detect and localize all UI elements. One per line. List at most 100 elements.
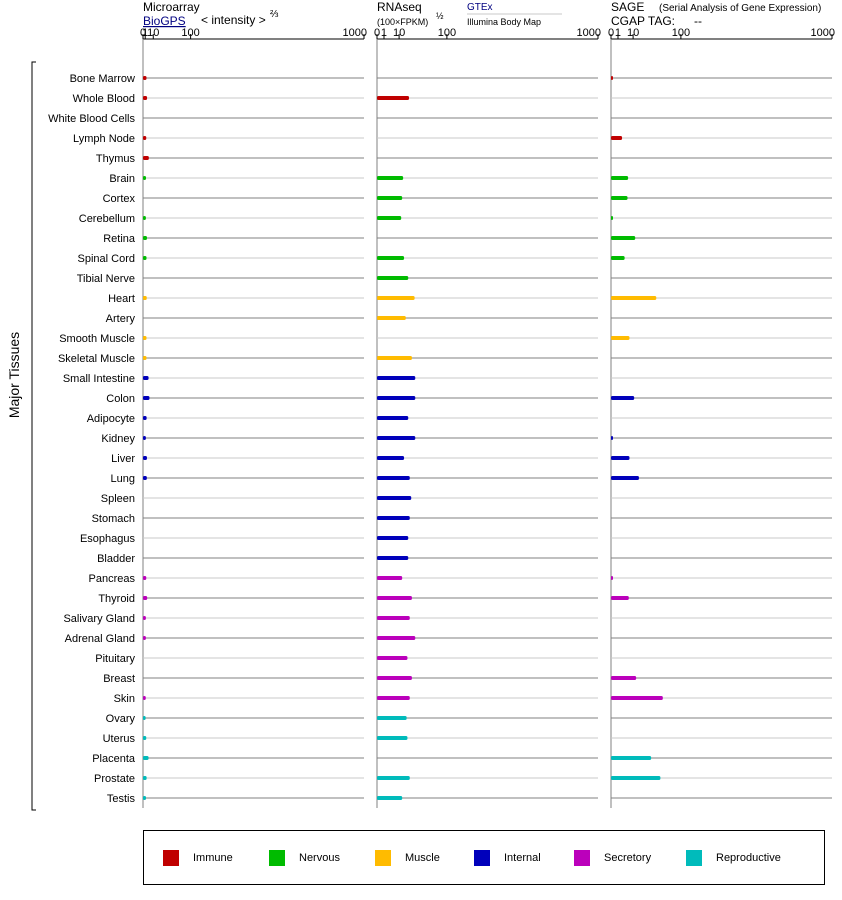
tissue-label-skin: Skin <box>114 693 135 705</box>
tissue-label-pituitary: Pituitary <box>95 653 135 665</box>
tick-label-sage-10: 10 <box>627 27 639 39</box>
legend-swatch-reproductive <box>686 850 702 866</box>
tick-label-rnaseq-10: 10 <box>393 27 405 39</box>
bar-rnaseq-pancreas <box>377 576 403 580</box>
bar-microarray-skin <box>143 696 146 700</box>
bar-rnaseq-testis <box>377 796 403 800</box>
legend-item-nervous: Nervous <box>269 850 340 866</box>
bar-microarray-uterus <box>143 736 147 740</box>
bar-rnaseq-whole-blood <box>377 96 410 100</box>
rnaseq-title: RNAseq <box>377 0 422 14</box>
rnaseq-unit-exponent: ½ <box>436 11 444 21</box>
bar-microarray-prostate <box>143 776 147 780</box>
bar-sage-cerebellum <box>611 216 613 220</box>
microarray-unit-exponent: ⅔ <box>270 9 279 20</box>
tissue-label-kidney: Kidney <box>101 433 135 445</box>
bar-rnaseq-small-intestine <box>377 376 416 380</box>
bar-microarray-small-intestine <box>143 376 149 380</box>
tick-label-microarray-10: 10 <box>147 27 159 39</box>
bar-microarray-salivary-gland <box>143 616 146 620</box>
bar-sage-brain <box>611 176 629 180</box>
bar-sage-smooth-muscle <box>611 336 630 340</box>
tissue-label-thymus: Thymus <box>96 153 136 165</box>
legend-label-reproductive: Reproductive <box>716 852 781 864</box>
sage-title: SAGE <box>611 0 644 14</box>
tick-label-rnaseq-0: 0 <box>374 27 380 39</box>
tissue-label-lymph-node: Lymph Node <box>73 133 135 145</box>
bar-rnaseq-skin <box>377 696 410 700</box>
tissue-label-brain: Brain <box>109 173 135 185</box>
tick-label-rnaseq-1: 1 <box>381 27 387 39</box>
legend-item-reproductive: Reproductive <box>686 850 781 866</box>
bar-sage-kidney <box>611 436 613 440</box>
tissue-label-ovary: Ovary <box>106 713 136 725</box>
bar-rnaseq-pituitary <box>377 656 408 660</box>
bar-microarray-heart <box>143 296 147 300</box>
rnaseq-unit: (100×FPKM) <box>377 17 428 27</box>
biogps-link[interactable]: BioGPS <box>143 14 186 28</box>
gtex-link[interactable]: GTEx <box>467 2 493 13</box>
bar-rnaseq-stomach <box>377 516 410 520</box>
tissue-label-smooth-muscle: Smooth Muscle <box>59 333 135 345</box>
tick-label-microarray-100: 100 <box>181 27 199 39</box>
bar-rnaseq-prostate <box>377 776 410 780</box>
bar-rnaseq-spleen <box>377 496 412 500</box>
tissue-label-skeletal-muscle: Skeletal Muscle <box>58 353 135 365</box>
tissue-label-heart: Heart <box>108 293 135 305</box>
tick-label-microarray-1: 1 <box>142 27 148 39</box>
tissue-label-adrenal-gland: Adrenal Gland <box>65 633 135 645</box>
bar-rnaseq-tibial-nerve <box>377 276 409 280</box>
bar-rnaseq-colon <box>377 396 416 400</box>
bar-rnaseq-ovary <box>377 716 407 720</box>
bar-rnaseq-heart <box>377 296 415 300</box>
legend-swatch-immune <box>163 850 179 866</box>
bar-rnaseq-kidney <box>377 436 416 440</box>
bar-rnaseq-uterus <box>377 736 408 740</box>
legend-swatch-secretory <box>574 850 590 866</box>
bar-sage-heart <box>611 296 657 300</box>
bar-microarray-pancreas <box>143 576 147 580</box>
bar-microarray-placenta <box>143 756 149 760</box>
tissue-label-whole-blood: Whole Blood <box>73 93 135 105</box>
bar-sage-thyroid <box>611 596 629 600</box>
bar-rnaseq-esophagus <box>377 536 409 540</box>
bar-microarray-whole-blood <box>143 96 148 100</box>
bar-sage-colon <box>611 396 635 400</box>
bar-microarray-lung <box>143 476 147 480</box>
bar-microarray-smooth-muscle <box>143 336 147 340</box>
tissue-label-testis: Testis <box>107 793 136 805</box>
bar-microarray-adrenal-gland <box>143 636 146 640</box>
tissue-label-pancreas: Pancreas <box>89 573 136 585</box>
tick-label-sage-0: 0 <box>608 27 614 39</box>
bar-rnaseq-thyroid <box>377 596 412 600</box>
bar-microarray-brain <box>143 176 147 180</box>
bar-sage-retina <box>611 236 636 240</box>
tissue-label-cortex: Cortex <box>103 193 136 205</box>
bar-rnaseq-cortex <box>377 196 403 200</box>
bar-sage-placenta <box>611 756 652 760</box>
bar-microarray-retina <box>143 236 147 240</box>
bar-microarray-kidney <box>143 436 146 440</box>
bar-sage-lymph-node <box>611 136 623 140</box>
bar-rnaseq-spinal-cord <box>377 256 405 260</box>
bar-sage-cortex <box>611 196 628 200</box>
tissue-label-bone-marrow: Bone Marrow <box>70 73 135 85</box>
bar-microarray-bone-marrow <box>143 76 147 80</box>
tissue-label-breast: Breast <box>103 673 135 685</box>
bar-rnaseq-skeletal-muscle <box>377 356 412 360</box>
tissue-label-uterus: Uterus <box>103 733 136 745</box>
tissue-label-esophagus: Esophagus <box>80 533 136 545</box>
sage-subtitle: (Serial Analysis of Gene Expression) <box>659 3 821 14</box>
bar-microarray-liver <box>143 456 147 460</box>
legend-label-nervous: Nervous <box>299 852 340 864</box>
bar-sage-liver <box>611 456 630 460</box>
bar-microarray-adipocyte <box>143 416 147 420</box>
legend-label-internal: Internal <box>504 852 541 864</box>
cgap-tag-label: CGAP TAG: <box>611 14 675 28</box>
bar-rnaseq-bladder <box>377 556 409 560</box>
bar-rnaseq-breast <box>377 676 412 680</box>
tissue-label-liver: Liver <box>111 453 135 465</box>
bar-microarray-ovary <box>143 716 146 720</box>
bar-rnaseq-artery <box>377 316 406 320</box>
group-label: Major Tissues <box>6 332 22 418</box>
